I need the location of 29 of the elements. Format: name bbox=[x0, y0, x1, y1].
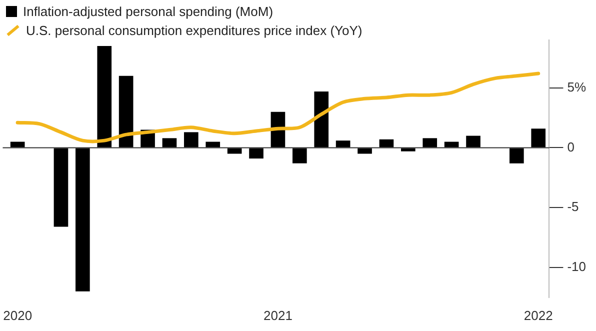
bar bbox=[184, 132, 198, 148]
x-tick-label: 2020 bbox=[3, 308, 32, 323]
legend-label: Inflation-adjusted personal spending (MoM) bbox=[23, 4, 274, 19]
bar bbox=[401, 148, 416, 152]
bar bbox=[314, 91, 329, 148]
y-tick-label: -10 bbox=[567, 259, 586, 274]
bar bbox=[76, 148, 90, 292]
bar bbox=[336, 140, 350, 148]
bar bbox=[97, 46, 112, 148]
bar bbox=[358, 148, 372, 154]
bar bbox=[54, 148, 68, 227]
x-tick-label: 2022 bbox=[524, 308, 553, 323]
line-series bbox=[16, 72, 540, 144]
bar bbox=[510, 148, 524, 164]
y-tick-label: -5 bbox=[567, 199, 579, 214]
bar bbox=[162, 138, 177, 148]
bar bbox=[422, 138, 438, 148]
bar bbox=[466, 136, 480, 148]
bar bbox=[531, 128, 546, 148]
bar bbox=[118, 76, 134, 148]
x-tick-label: 2021 bbox=[264, 308, 292, 323]
bar bbox=[249, 148, 264, 159]
bar bbox=[292, 148, 307, 164]
y-tick-label: 5% bbox=[567, 79, 586, 94]
legend-label: U.S. personal consumption expenditures price index (YoY) bbox=[26, 23, 362, 38]
bar bbox=[227, 148, 242, 154]
y-tick-label: 0 bbox=[567, 139, 574, 154]
bar bbox=[206, 142, 220, 148]
bar bbox=[379, 139, 394, 148]
